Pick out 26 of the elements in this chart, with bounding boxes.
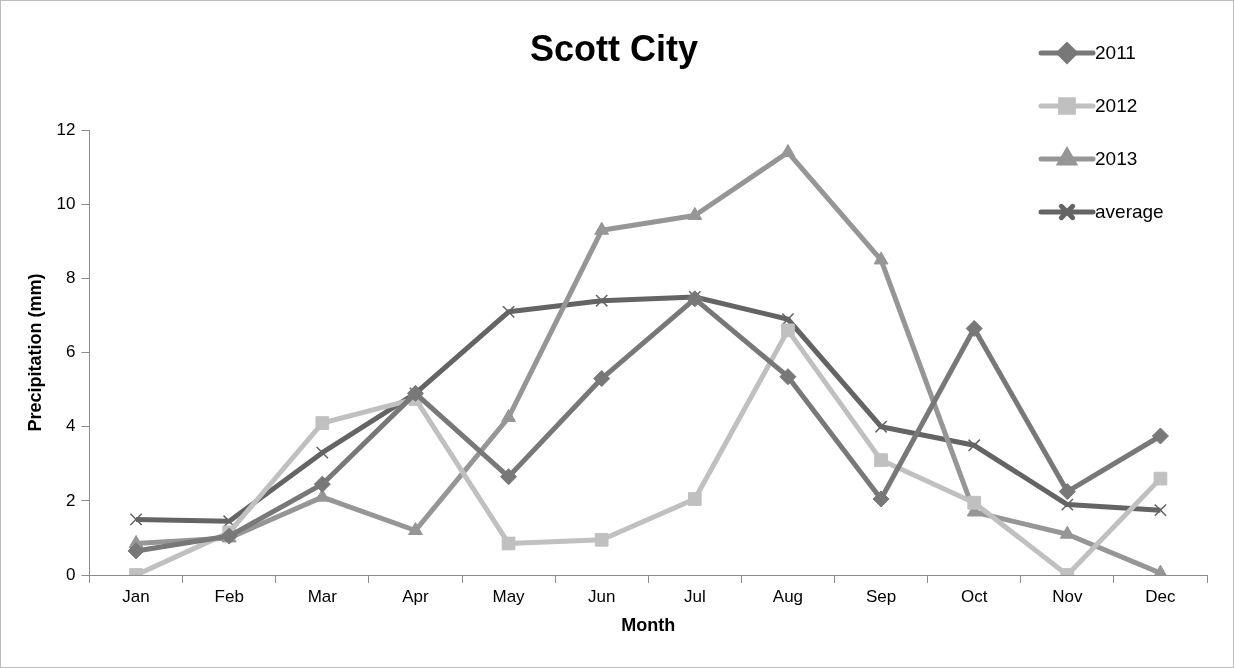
legend-label: 2013	[1095, 148, 1138, 170]
x-tick-label: Apr	[402, 586, 429, 606]
legend-label: average	[1095, 201, 1164, 223]
x-tick-label: Sep	[865, 586, 897, 606]
chart-title: Scott City	[529, 27, 699, 69]
x-tick-label: Oct	[960, 586, 988, 606]
y-tick-label: 0	[66, 564, 76, 584]
y-tick-label: 10	[56, 194, 76, 214]
y-tick-label: 12	[56, 119, 76, 139]
x-tick-label: Mar	[307, 586, 338, 606]
legend-label: 2011	[1095, 42, 1136, 64]
y-axis-title: Precipitation (mm)	[24, 273, 45, 432]
x-axis-title: Month	[621, 615, 676, 636]
y-tick-label: 4	[66, 416, 76, 436]
y-tick-label: 2	[66, 490, 76, 510]
x-tick-label: Aug	[772, 586, 804, 606]
x-tick-label: Nov	[1052, 586, 1083, 606]
x-tick-label: May	[492, 586, 526, 606]
x-tick-label: Feb	[214, 586, 244, 606]
x-tick-label: Jul	[683, 586, 706, 606]
x-tick-label: Jan	[122, 586, 150, 606]
legend-label: 2012	[1095, 95, 1138, 117]
x-tick-label: Jun	[587, 586, 616, 606]
y-tick-label: 6	[66, 342, 76, 362]
y-tick-label: 8	[66, 268, 76, 288]
x-tick-label: Dec	[1145, 586, 1177, 606]
